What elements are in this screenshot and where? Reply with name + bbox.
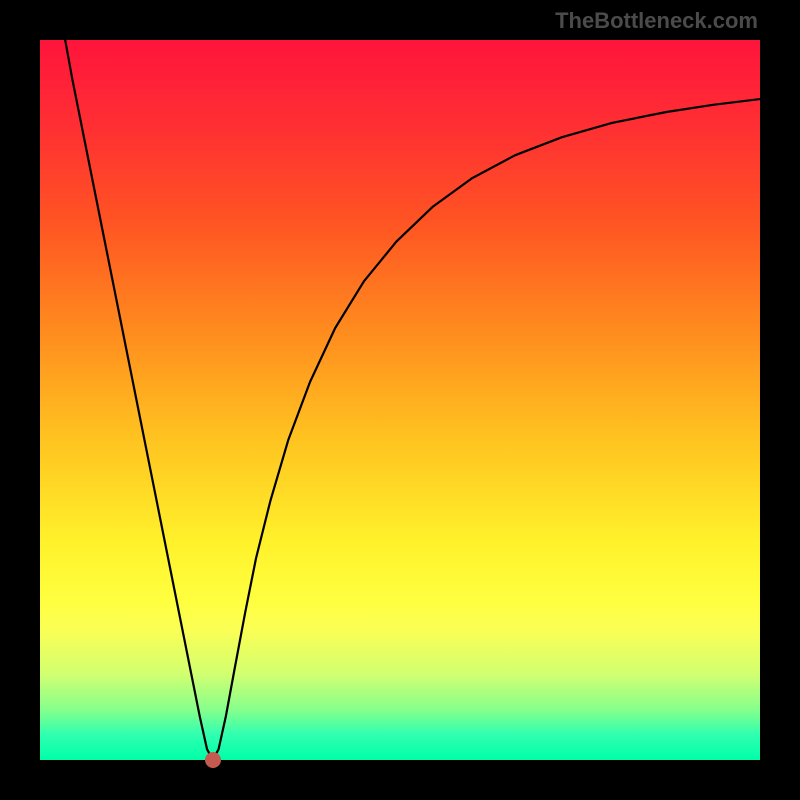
watermark-label: TheBottleneck.com <box>555 8 758 33</box>
minimum-marker <box>205 752 221 768</box>
bottleneck-curve <box>40 40 760 760</box>
chart-container: TheBottleneck.com <box>0 0 800 800</box>
watermark-text: TheBottleneck.com <box>555 8 758 34</box>
plot-area <box>40 40 760 760</box>
